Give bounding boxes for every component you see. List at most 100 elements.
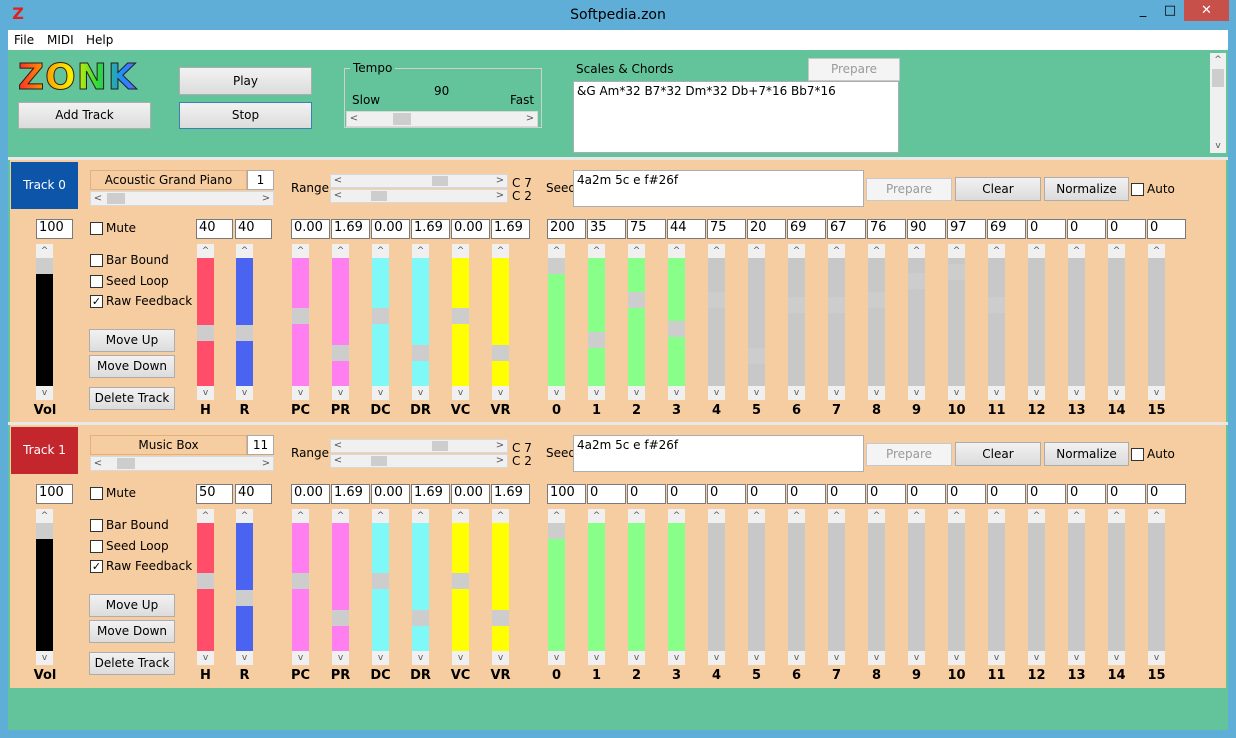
param-dc-slider-thumb[interactable] [372, 573, 389, 589]
chevron-down-icon[interactable]: v [452, 386, 469, 400]
vol-slider[interactable]: ^ v [36, 509, 53, 665]
scroll-right-icon[interactable]: > [495, 175, 505, 186]
chevron-down-icon[interactable]: v [828, 651, 845, 665]
param-vr-value[interactable]: 1.69 [491, 484, 530, 504]
tempo-thumb[interactable] [393, 113, 411, 125]
prob-3-slider[interactable]: ^ v [668, 244, 685, 400]
chevron-up-icon[interactable]: ^ [788, 244, 805, 258]
chevron-down-icon[interactable]: v [332, 386, 349, 400]
menu-help[interactable]: Help [86, 33, 114, 47]
chevron-down-icon[interactable]: v [628, 651, 645, 665]
param-h-value[interactable]: 40 [196, 219, 233, 239]
chevron-down-icon[interactable]: v [452, 651, 469, 665]
scroll-left-icon[interactable]: < [93, 458, 103, 469]
prob-13-slider[interactable]: ^ v [1068, 509, 1085, 665]
prob-10-slider[interactable]: ^ v [948, 244, 965, 400]
chevron-up-icon[interactable]: ^ [197, 509, 214, 523]
normalize-button[interactable]: Normalize [1044, 442, 1129, 466]
prob-11-slider[interactable]: ^ v [988, 244, 1005, 400]
chevron-up-icon[interactable]: ^ [748, 244, 765, 258]
prob-15-value[interactable]: 0 [1147, 219, 1186, 239]
chevron-up-icon[interactable]: ^ [452, 244, 469, 258]
minimize-button[interactable]: _ [1139, 3, 1147, 18]
chevron-up-icon[interactable]: ^ [36, 244, 53, 258]
param-pr-slider[interactable]: ^ v [332, 509, 349, 665]
param-h-slider-thumb[interactable] [197, 573, 214, 589]
seed-loop-checkbox[interactable] [90, 275, 103, 288]
chevron-down-icon[interactable]: v [908, 651, 925, 665]
prob-0-slider-thumb[interactable] [548, 258, 565, 274]
prob-10-value[interactable]: 0 [947, 484, 986, 504]
instrument-name[interactable]: Acoustic Grand Piano [90, 170, 247, 190]
prob-2-value[interactable]: 75 [627, 219, 666, 239]
scroll-right-icon[interactable]: > [495, 190, 505, 201]
chevron-up-icon[interactable]: ^ [988, 509, 1005, 523]
prob-0-slider[interactable]: ^ v [548, 509, 565, 665]
param-pr-value[interactable]: 1.69 [331, 219, 370, 239]
chevron-up-icon[interactable]: ^ [236, 244, 253, 258]
scroll-right-icon[interactable]: > [261, 458, 271, 469]
prob-3-slider[interactable]: ^ v [668, 509, 685, 665]
chevron-down-icon[interactable]: v [412, 386, 429, 400]
param-dr-value[interactable]: 1.69 [411, 219, 450, 239]
chevron-down-icon[interactable]: v [36, 651, 53, 665]
prob-0-value[interactable]: 200 [547, 219, 586, 239]
prob-12-slider[interactable]: ^ v [1028, 509, 1045, 665]
scroll-left-icon[interactable]: < [333, 440, 343, 451]
prob-15-slider[interactable]: ^ v [1148, 509, 1165, 665]
top-vscroll-thumb[interactable] [1212, 69, 1224, 87]
chevron-up-icon[interactable]: ^ [868, 244, 885, 258]
chevron-down-icon[interactable]: v [988, 386, 1005, 400]
chevron-down-icon[interactable]: v [236, 651, 253, 665]
param-dr-slider[interactable]: ^ v [412, 244, 429, 400]
prob-5-value[interactable]: 20 [747, 219, 786, 239]
stop-button[interactable]: Stop [179, 102, 312, 129]
chevron-up-icon[interactable]: ^ [36, 509, 53, 523]
param-pr-slider-thumb[interactable] [332, 345, 349, 361]
chevron-down-icon[interactable]: v [332, 651, 349, 665]
chevron-up-icon[interactable]: ^ [908, 509, 925, 523]
scroll-right-icon[interactable]: > [495, 455, 505, 466]
param-r-value[interactable]: 40 [235, 219, 272, 239]
chevron-up-icon[interactable]: ^ [1068, 509, 1085, 523]
prob-1-slider[interactable]: ^ v [588, 509, 605, 665]
chevron-up-icon[interactable]: ^ [588, 509, 605, 523]
move-up-button[interactable]: Move Up [89, 329, 175, 352]
chevron-up-icon[interactable]: ^ [492, 509, 509, 523]
chevron-down-icon[interactable]: v [628, 386, 645, 400]
param-vc-slider[interactable]: ^ v [452, 244, 469, 400]
prob-4-slider[interactable]: ^ v [708, 509, 725, 665]
chevron-down-icon[interactable]: v [1148, 651, 1165, 665]
vol-slider-thumb[interactable] [36, 523, 53, 539]
chevron-down-icon[interactable]: v [868, 651, 885, 665]
delete-track-button[interactable]: Delete Track [89, 652, 175, 675]
prob-14-slider[interactable]: ^ v [1108, 509, 1125, 665]
chevron-up-icon[interactable]: ^ [1068, 244, 1085, 258]
instrument-scroll-thumb[interactable] [107, 193, 125, 204]
chevron-down-icon[interactable]: v [236, 386, 253, 400]
maximize-button[interactable]: □ [1163, 3, 1177, 18]
chevron-up-icon[interactable]: ^ [748, 509, 765, 523]
chevron-down-icon[interactable]: v [588, 386, 605, 400]
chevron-up-icon[interactable]: ^ [412, 244, 429, 258]
chevron-down-icon[interactable]: v [492, 651, 509, 665]
chevron-down-icon[interactable]: v [1028, 386, 1045, 400]
chevron-up-icon[interactable]: ^ [372, 509, 389, 523]
prob-1-slider[interactable]: ^ v [588, 244, 605, 400]
prob-13-slider[interactable]: ^ v [1068, 244, 1085, 400]
prob-9-slider[interactable]: ^ v [908, 244, 925, 400]
scroll-right-icon[interactable]: > [525, 113, 535, 124]
chevron-up-icon[interactable]: ^ [412, 509, 429, 523]
chevron-up-icon[interactable]: ^ [332, 509, 349, 523]
prob-4-value[interactable]: 0 [707, 484, 746, 504]
chevron-up-icon[interactable]: ^ [668, 509, 685, 523]
instrument-scroll-thumb[interactable] [117, 458, 135, 469]
delete-track-button[interactable]: Delete Track [89, 387, 175, 410]
normalize-button[interactable]: Normalize [1044, 177, 1129, 201]
chevron-up-icon[interactable]: ^ [828, 244, 845, 258]
seed-textbox[interactable]: 4a2m 5c e f#26f [573, 170, 864, 207]
chevron-down-icon[interactable]: v [748, 651, 765, 665]
chevron-up-icon[interactable]: ^ [948, 244, 965, 258]
chevron-down-icon[interactable]: v [292, 651, 309, 665]
chevron-up-icon[interactable]: ^ [948, 509, 965, 523]
